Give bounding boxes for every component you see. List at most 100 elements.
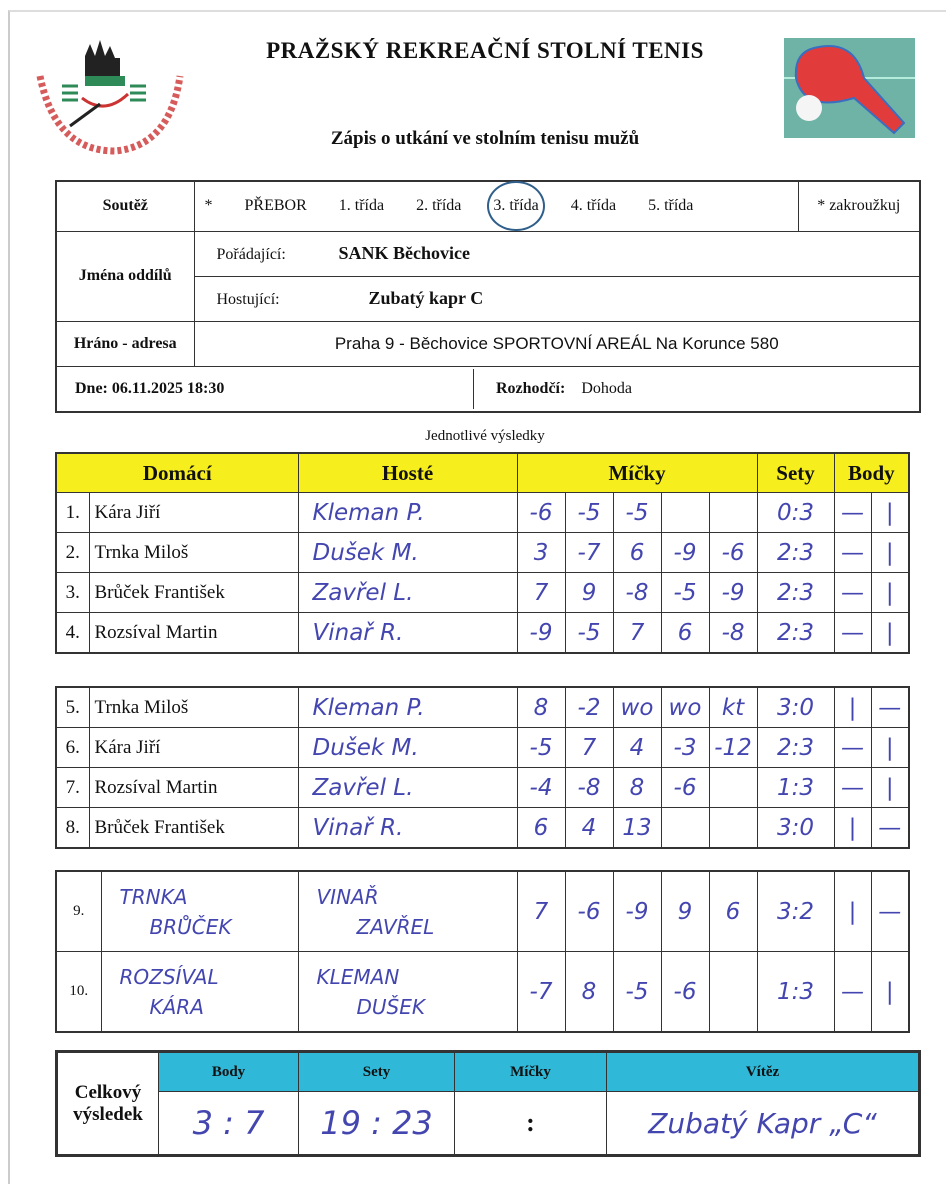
home-player: Trnka Miloš [88, 686, 299, 728]
ball-score: -7 [516, 951, 566, 1033]
results-caption: Jednotlivé výsledky [425, 428, 545, 444]
poradajici-label: Pořádající: [216, 246, 286, 263]
ball-score: 7 [612, 612, 662, 654]
ball-score: 8 [516, 686, 566, 728]
ball-score: -8 [708, 612, 758, 654]
guest-pair: VINAŘ ZAVŘEL [297, 870, 518, 952]
ball-score: -8 [564, 767, 614, 808]
option-prebor[interactable]: PŘEBOR [244, 197, 307, 215]
total-micky-header: Míčky [454, 1051, 607, 1092]
home-point: — [833, 572, 872, 613]
home-point: | [833, 686, 872, 728]
home-player-1: TRNKA [119, 884, 188, 909]
option-trida-2[interactable]: 2. třída [416, 197, 462, 215]
ball-score: -9 [516, 612, 566, 654]
home-point: — [833, 492, 872, 533]
sets-score: 2:3 [756, 572, 835, 613]
home-player: Trnka Miloš [88, 532, 299, 573]
match-row: 7. Rozsíval Martin Zavřel L. -4 -8 8 -6 1:3— | [55, 767, 910, 808]
sets-score: 2:3 [756, 612, 835, 654]
ball-score: 6 [708, 870, 758, 952]
guest-point: | [870, 951, 910, 1033]
home-point: — [833, 532, 872, 573]
home-point: — [833, 951, 872, 1033]
ball-score [708, 767, 758, 808]
venue-address: Praha 9 - Běchovice SPORTOVNÍ AREÁL Na K… [193, 320, 921, 367]
guest-player-1: VINAŘ [316, 884, 379, 909]
ball-score: -9 [708, 572, 758, 613]
match-number: 1. [55, 492, 90, 533]
ball-score [660, 492, 710, 533]
guest-player: Vinař R. [297, 807, 518, 849]
guest-point: | [870, 767, 910, 808]
home-point: — [833, 727, 872, 768]
ball-score: wo [660, 686, 710, 728]
home-player: Brůček František [88, 807, 299, 849]
option-trida-4[interactable]: 4. třída [570, 197, 617, 215]
match-number: 5. [55, 686, 90, 728]
ball-score: 6 [516, 807, 566, 849]
home-player: Kára Jiří [88, 492, 299, 533]
ball-score: -9 [660, 532, 710, 573]
option-trida-1[interactable]: 1. třída [338, 197, 385, 215]
ball-score: kt [708, 686, 758, 728]
ball-score: 4 [612, 727, 662, 768]
total-vitez-header: Vítěz [606, 1051, 920, 1092]
prst-logo [36, 40, 184, 155]
ball-score: -9 [612, 870, 662, 952]
match-row: 5. Trnka Miloš Kleman P. 8 -2 wo wo kt 3:0 | — [55, 686, 910, 728]
ball-score: 6 [660, 612, 710, 654]
ball-score: 7 [516, 870, 566, 952]
ball-score: -6 [708, 532, 758, 573]
match-number: 9. [55, 870, 102, 952]
match-row: 8. Brůček František Vinař R. 6 4 13 3:0 | — [55, 807, 910, 849]
ball-score: wo [612, 686, 662, 728]
referee-label: Rozhodčí: [496, 379, 566, 397]
date-label: Dne: [75, 379, 108, 397]
ball-score: -6 [564, 870, 614, 952]
ball-score: -6 [516, 492, 566, 533]
guest-player: Dušek M. [297, 727, 518, 768]
guest-point: | [870, 727, 910, 768]
singles-table-1: Domácí Hosté Míčky Sety Body 1. Kára Jiří Klema… [55, 452, 911, 654]
match-row: 6. Kára Jiří Dušek M. -5 7 4 -3 -12 2:3— | [55, 727, 910, 768]
ball-score: 9 [564, 572, 614, 613]
sets-score: 2:3 [756, 727, 835, 768]
option-trida-5[interactable]: 5. třída [648, 197, 694, 215]
ball-score: -5 [660, 572, 710, 613]
ball-score: 8 [564, 951, 614, 1033]
home-player: Brůček František [88, 572, 299, 613]
sets-score: 3:0 [756, 686, 835, 728]
match-number: 4. [55, 612, 90, 654]
total-sets: 19 : 23 [298, 1091, 455, 1156]
sets-score: 3:2 [756, 870, 835, 952]
sets-score: 1:3 [756, 767, 835, 808]
guest-player: Zavřel L. [297, 767, 518, 808]
page-title: PRAŽSKÝ REKREAČNÍ STOLNÍ TENIS [266, 38, 704, 63]
guest-player-2: DUŠEK [356, 994, 426, 1019]
ball-score: 7 [516, 572, 566, 613]
winner: Zubatý Kapr „C“ [606, 1091, 920, 1156]
match-info-table: Soutěž * PŘEBOR 1. třída 2. třída 3. tří… [55, 180, 921, 413]
ball-score: 8 [612, 767, 662, 808]
col-micky: Míčky [516, 452, 758, 493]
guest-point: — [870, 870, 910, 952]
home-point: — [833, 612, 872, 654]
ball-score: -2 [564, 686, 614, 728]
match-number: 6. [55, 727, 90, 768]
option-trida-3-circled[interactable]: 3. třída [487, 181, 545, 232]
competition-options: * PŘEBOR 1. třída 2. třída 3. třída 4. t… [193, 180, 799, 232]
match-row: 3. Brůček František Zavřel L. 7 9 -8 -5 -9 2:3— | [55, 572, 910, 613]
ball-score: -5 [612, 951, 662, 1033]
home-pair: ROZSÍVAL KÁRA [100, 951, 299, 1033]
ball-score: 6 [612, 532, 662, 573]
ball-score: -6 [660, 951, 710, 1033]
total-points: 3 : 7 [158, 1091, 299, 1156]
col-sety: Sety [756, 452, 835, 493]
guest-player: Dušek M. [297, 532, 518, 573]
total-label: Celkový výsledek [56, 1051, 159, 1156]
home-player-2: KÁRA [149, 994, 204, 1019]
home-player-1: ROZSÍVAL [119, 964, 219, 989]
circle-note: * zakroužkuj [797, 180, 921, 232]
guest-club: Zubatý kapr C [368, 288, 484, 308]
